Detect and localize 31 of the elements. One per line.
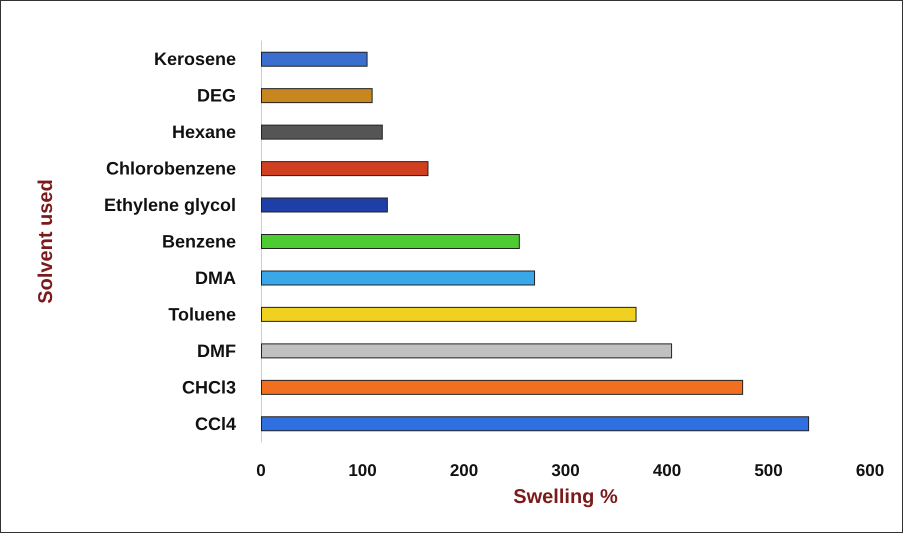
- y-tick-label: Hexane: [172, 122, 236, 142]
- x-tick-label: 100: [348, 461, 377, 480]
- y-tick-label: Kerosene: [154, 49, 236, 70]
- y-tick-label: DMA: [195, 268, 236, 288]
- bar: [261, 124, 383, 140]
- bar: [261, 52, 368, 67]
- bar: [261, 343, 672, 358]
- y-tick-label: CHCl3: [182, 377, 236, 398]
- y-tick-label: CCl4: [194, 414, 236, 434]
- y-tick-label: Benzene: [162, 232, 236, 252]
- x-tick-label: 200: [450, 461, 478, 480]
- x-tick-label: 0: [256, 461, 266, 480]
- x-tick-label: 500: [754, 461, 783, 480]
- x-tick-label: 600: [856, 461, 884, 480]
- x-tick-label: 300: [551, 461, 580, 480]
- bar: [261, 270, 536, 286]
- bar: [261, 161, 428, 176]
- y-axis-title: Solvent used: [35, 179, 57, 304]
- bar: [261, 306, 637, 322]
- bar: [261, 380, 744, 395]
- x-tick-label: 400: [652, 461, 682, 480]
- bar: [261, 416, 810, 432]
- y-tick-label: Chlorobenzene: [106, 158, 236, 179]
- y-tick-label: DMF: [197, 340, 236, 361]
- bar: [261, 88, 373, 104]
- y-tick-label: Ethylene glycol: [104, 195, 236, 216]
- bar: [261, 234, 520, 249]
- y-tick-label: DEG: [196, 86, 236, 106]
- bar: [261, 198, 388, 213]
- y-tick-label: Toluene: [168, 304, 236, 324]
- x-axis-title: Swelling %: [513, 486, 618, 508]
